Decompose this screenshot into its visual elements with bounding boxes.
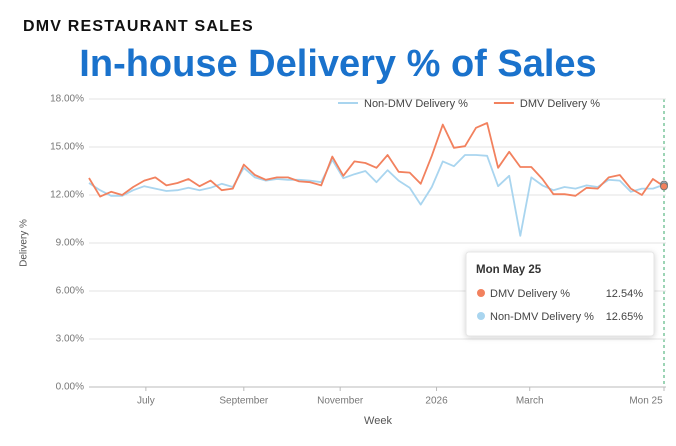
chart-title: In-house Delivery % of Sales <box>79 43 596 85</box>
series-line <box>88 154 665 237</box>
legend-label[interactable]: Non-DMV Delivery % <box>364 98 468 110</box>
y-tick-label: 0.00% <box>56 382 84 393</box>
x-tick-label: March <box>516 396 544 407</box>
x-tick-label: Mon 25 <box>629 396 663 407</box>
y-tick-label: 9.00% <box>56 238 84 249</box>
y-tick-label: 18.00% <box>50 94 84 105</box>
y-axis-label: Delivery % <box>19 219 30 267</box>
series-line <box>88 122 665 198</box>
y-tick-label: 15.00% <box>50 142 84 153</box>
x-tick-label: September <box>219 396 269 407</box>
tooltip-value: 12.54% <box>606 288 644 300</box>
y-tick-label: 12.00% <box>50 190 84 201</box>
tooltip-title: Mon May 25 <box>476 264 542 276</box>
hover-point <box>660 182 668 191</box>
x-tick-label: July <box>137 396 155 407</box>
tooltip-series: DMV Delivery % <box>490 288 570 300</box>
x-tick-label: November <box>317 396 364 407</box>
legend-label[interactable]: DMV Delivery % <box>520 98 600 110</box>
x-tick-label: 2026 <box>425 396 448 407</box>
plot-area <box>88 98 666 391</box>
y-tick-label: 3.00% <box>56 334 84 345</box>
tooltip-value: 12.65% <box>606 311 644 323</box>
tooltip-series: Non-DMV Delivery % <box>490 311 594 323</box>
tooltip-dot <box>477 312 485 320</box>
page-header: DMV RESTAURANT SALES <box>23 18 254 35</box>
tooltip-box <box>465 251 655 337</box>
tooltip-dot <box>477 289 485 297</box>
tooltip: Mon May 25 DMV Delivery % 12.54% Non-DMV De… <box>465 251 655 337</box>
x-axis-label: Week <box>364 415 392 427</box>
y-tick-label: 6.00% <box>56 286 84 297</box>
